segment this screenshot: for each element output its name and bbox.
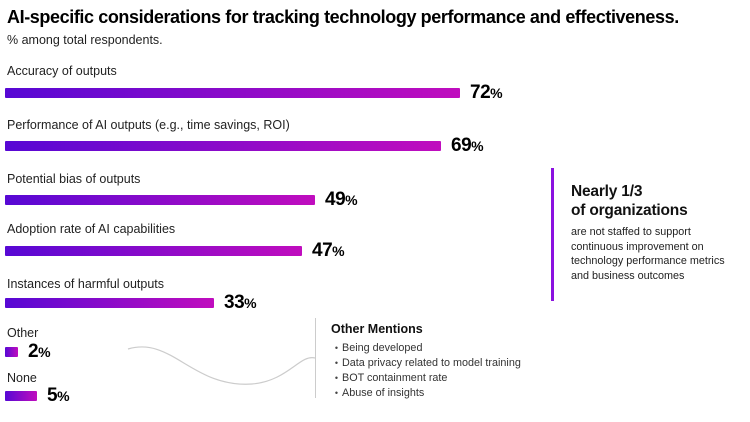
bar: [5, 347, 18, 357]
connector-curve: [127, 346, 316, 385]
mention-item: • Being developed: [331, 341, 561, 356]
bar: [5, 88, 460, 98]
other-mentions-divider: [315, 318, 316, 398]
value-label: 47%: [312, 240, 345, 261]
callout-heading: Nearly 1/3 of organizations: [571, 182, 729, 220]
other-mentions-list: • Being developed • Data privacy related to…: [331, 341, 561, 401]
chart-title: AI-specific considerations for tracking …: [7, 7, 679, 27]
mention-item: • Data privacy related to model training: [331, 356, 561, 371]
category-label: Accuracy of outputs: [7, 64, 117, 78]
other-mentions-panel: Other Mentions • Being developed • Data pri…: [331, 322, 561, 401]
bullet-dot-icon: •: [334, 373, 339, 383]
callout: Nearly 1/3 of organizations are not staf…: [571, 182, 729, 283]
value-label: 72%: [470, 82, 503, 103]
mention-item-text: Abuse of insights: [342, 387, 425, 399]
mention-item: • BOT containment rate: [331, 371, 561, 386]
category-label: Other: [7, 326, 39, 340]
bar: [5, 391, 37, 401]
mention-item-text: Data privacy related to model training: [342, 357, 521, 369]
value-label: 2%: [28, 341, 51, 362]
category-label: Adoption rate of AI capabilities: [7, 222, 176, 236]
bar: [5, 298, 214, 308]
value-label: 69%: [451, 135, 484, 156]
value-label: 5%: [47, 385, 70, 406]
chart-subtitle: % among total respondents.: [7, 33, 163, 47]
callout-heading-line2: of organizations: [571, 202, 688, 219]
value-label: 49%: [325, 189, 358, 210]
bullet-dot-icon: •: [334, 388, 339, 398]
bar: [5, 246, 302, 256]
bullet-dot-icon: •: [334, 358, 339, 368]
category-label: Potential bias of outputs: [7, 172, 141, 186]
mention-item: • Abuse of insights: [331, 386, 561, 401]
value-label: 33%: [224, 292, 257, 313]
callout-heading-line1: Nearly 1/3: [571, 183, 643, 200]
other-mentions-title: Other Mentions: [331, 322, 423, 336]
bullet-dot-icon: •: [334, 343, 339, 353]
bar: [5, 195, 315, 205]
category-label: None: [7, 371, 37, 385]
category-label: Performance of AI outputs (e.g., time sa…: [7, 118, 290, 132]
mention-item-text: BOT containment rate: [342, 372, 448, 384]
callout-accent-line: [551, 168, 554, 301]
mention-item-text: Being developed: [342, 342, 423, 354]
callout-body: are not staffed to support continuous im…: [571, 226, 725, 282]
category-label: Instances of harmful outputs: [7, 277, 165, 291]
bar: [5, 141, 441, 151]
